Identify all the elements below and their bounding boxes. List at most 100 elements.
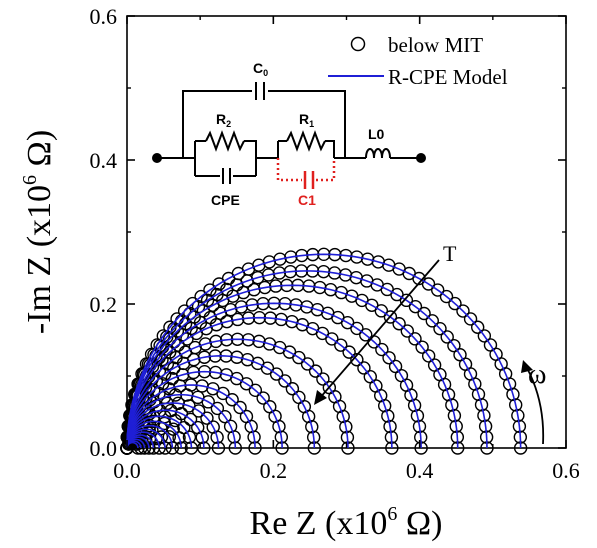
circuit-wire xyxy=(268,90,346,158)
data-point xyxy=(145,423,159,437)
frequency-arrow xyxy=(526,367,545,445)
data-point xyxy=(197,350,212,364)
data-point xyxy=(230,312,245,327)
data-point xyxy=(258,280,272,295)
label-c1: C1 xyxy=(298,192,316,208)
data-point xyxy=(285,382,300,396)
circuit-labels: C0 R2 R1 L0 CPE C1 xyxy=(211,60,385,208)
data-point xyxy=(477,408,491,423)
y-axis-label-exp: 6 xyxy=(19,175,41,185)
data-point xyxy=(201,395,215,409)
fit-curve xyxy=(126,284,459,449)
label-r2-sub: 2 xyxy=(226,119,231,129)
data-point xyxy=(474,398,489,412)
label-r1-main: R xyxy=(299,111,309,127)
data-point xyxy=(448,296,462,311)
data-point xyxy=(407,398,422,413)
temperature-arrow xyxy=(318,259,440,400)
temperature-arrowhead xyxy=(314,390,327,405)
legend: below MIT R-CPE Model xyxy=(328,33,508,89)
data-point xyxy=(383,419,397,434)
data-point xyxy=(274,312,288,327)
data-point xyxy=(172,431,186,445)
data-point xyxy=(225,393,239,407)
circuit-wire xyxy=(325,140,335,158)
fit-curve xyxy=(126,253,522,449)
data-point xyxy=(252,334,266,349)
fit-curve xyxy=(126,415,193,449)
c1-branch xyxy=(276,158,336,182)
x-tick-label: 0.6 xyxy=(552,458,580,483)
data-point xyxy=(313,280,327,295)
frequency-annotation: ω xyxy=(521,359,546,445)
frequency-arrowhead xyxy=(521,360,533,373)
data-point xyxy=(269,367,284,381)
data-point xyxy=(359,328,373,342)
data-point xyxy=(230,350,244,364)
data-point xyxy=(210,430,224,444)
data-point xyxy=(471,320,485,334)
fit-curve xyxy=(126,402,220,449)
data-point xyxy=(415,340,429,354)
data-point xyxy=(218,409,232,424)
data-point xyxy=(383,310,398,324)
data-point xyxy=(210,401,225,416)
data-point xyxy=(456,304,470,318)
circuit-terminal-right xyxy=(416,153,426,163)
label-r2-main: R xyxy=(216,111,226,127)
data-point xyxy=(431,283,445,297)
fit-curve xyxy=(126,302,422,449)
data-point xyxy=(327,266,342,280)
y-tick-label: 0.2 xyxy=(90,292,118,317)
data-point xyxy=(192,404,206,418)
data-point xyxy=(511,408,525,423)
data-point xyxy=(433,321,447,336)
data-point xyxy=(292,350,306,365)
data-point xyxy=(334,338,348,352)
data-point xyxy=(239,377,254,391)
data-point xyxy=(203,283,217,297)
data-point xyxy=(248,383,263,398)
data-point xyxy=(165,441,180,455)
data-point xyxy=(272,266,287,280)
data-point xyxy=(417,306,431,321)
x-tick-label: 0.0 xyxy=(113,458,141,483)
data-point xyxy=(440,330,454,344)
data-point xyxy=(182,430,197,444)
data-point xyxy=(234,300,249,314)
data-point xyxy=(200,411,214,425)
data-point xyxy=(382,351,396,365)
data-point xyxy=(339,420,353,434)
frequency-label: ω xyxy=(528,359,546,390)
fit-curves xyxy=(126,253,522,449)
circuit-wire xyxy=(182,90,252,158)
data-point xyxy=(439,289,454,304)
data-point xyxy=(209,334,223,349)
data-point xyxy=(400,324,415,338)
label-r1-sub: 1 xyxy=(309,119,314,129)
data-point xyxy=(316,372,330,386)
data-point xyxy=(325,332,339,346)
circuit-wire xyxy=(244,140,257,176)
y-tick-label: 0.0 xyxy=(90,436,118,461)
data-point xyxy=(350,353,364,367)
data-point xyxy=(408,332,422,346)
data-point xyxy=(247,283,261,297)
data-point xyxy=(357,361,371,375)
x-axis-label-exp: 6 xyxy=(387,503,397,525)
data-point xyxy=(261,268,276,282)
data-point xyxy=(284,250,298,264)
data-point xyxy=(227,430,241,444)
label-cpe: CPE xyxy=(211,192,240,208)
c1-wire xyxy=(316,158,336,182)
x-axis-label: Re Z (x106 Ω) xyxy=(250,503,443,542)
data-point xyxy=(509,398,523,412)
legend-label-fit: R-CPE Model xyxy=(388,65,508,89)
label-c0-main: C xyxy=(253,60,263,76)
data-point xyxy=(278,374,292,388)
x-tick-label: 0.2 xyxy=(260,458,288,483)
data-point xyxy=(308,364,323,378)
data-point xyxy=(256,391,270,405)
data-point xyxy=(447,338,461,353)
data-point xyxy=(198,337,213,351)
